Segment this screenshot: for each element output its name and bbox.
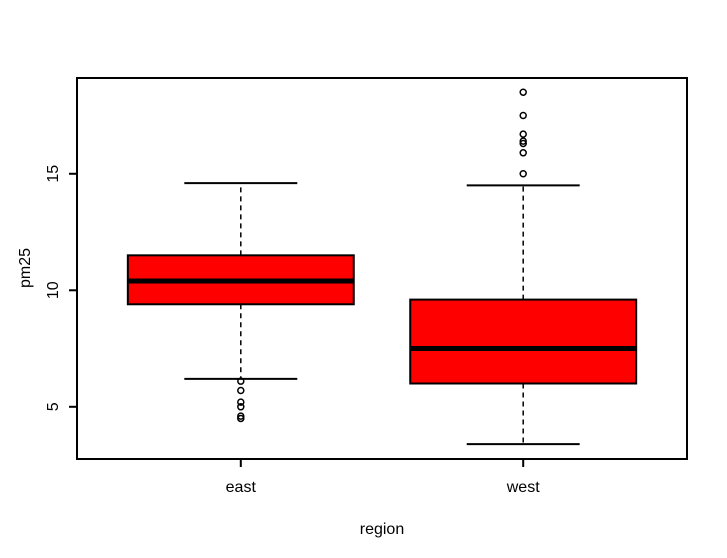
outlier-point-west bbox=[519, 111, 527, 120]
outlier-point-west bbox=[519, 139, 527, 148]
x-axis-label: region bbox=[360, 521, 404, 538]
outlier-point-west bbox=[519, 88, 527, 96]
outlier-point-east bbox=[237, 414, 245, 423]
x-tick-label-west: west bbox=[506, 479, 540, 496]
outlier-point-west bbox=[519, 170, 527, 178]
y-tick-label: 5 bbox=[45, 402, 62, 411]
outlier-point-west bbox=[519, 137, 527, 145]
plot-area: 5 10 15 east west bbox=[45, 77, 688, 496]
y-axis-label: pm25 bbox=[17, 248, 34, 288]
outlier-point-west bbox=[519, 149, 527, 157]
x-tick-label-east: east bbox=[226, 479, 257, 496]
plot-border bbox=[76, 77, 688, 460]
box-west bbox=[409, 298, 638, 385]
outlier-point-east bbox=[237, 403, 245, 411]
outlier-point-east bbox=[237, 412, 245, 420]
outlier-point-west bbox=[519, 130, 527, 138]
y-tick-label: 15 bbox=[45, 165, 62, 183]
outlier-point-east bbox=[237, 398, 245, 406]
outlier-point-east bbox=[237, 377, 245, 385]
outlier-point-east bbox=[237, 386, 245, 395]
y-tick-label: 10 bbox=[45, 281, 62, 299]
